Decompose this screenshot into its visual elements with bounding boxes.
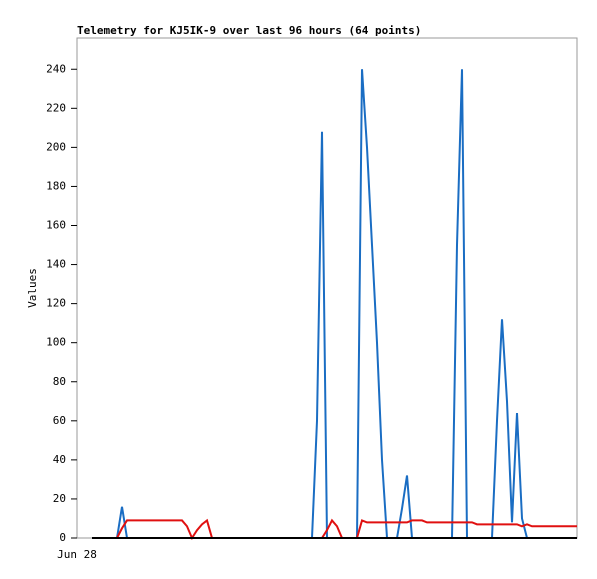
y-tick-label: 160 [46, 219, 66, 232]
y-tick-label: 140 [46, 258, 66, 271]
y-tick-label: 80 [53, 375, 66, 388]
y-tick-label: 100 [46, 336, 66, 349]
y-tick-label: 220 [46, 101, 66, 114]
series-line [92, 69, 528, 539]
series-line [116, 518, 577, 541]
x-tick-label: Jun 28 [57, 548, 97, 561]
y-tick-label: 200 [46, 140, 66, 153]
y-tick-label: 60 [53, 414, 66, 427]
chart-title: Telemetry for KJ5IK-9 over last 96 hours… [77, 24, 421, 37]
y-tick-label: 120 [46, 297, 66, 310]
y-axis-label: Values [26, 268, 39, 308]
y-tick-label: 240 [46, 62, 66, 75]
y-tick-label: 20 [53, 492, 66, 505]
y-tick-label: 40 [53, 453, 66, 466]
y-tick-label: 0 [59, 531, 66, 544]
y-tick-label: 180 [46, 179, 66, 192]
